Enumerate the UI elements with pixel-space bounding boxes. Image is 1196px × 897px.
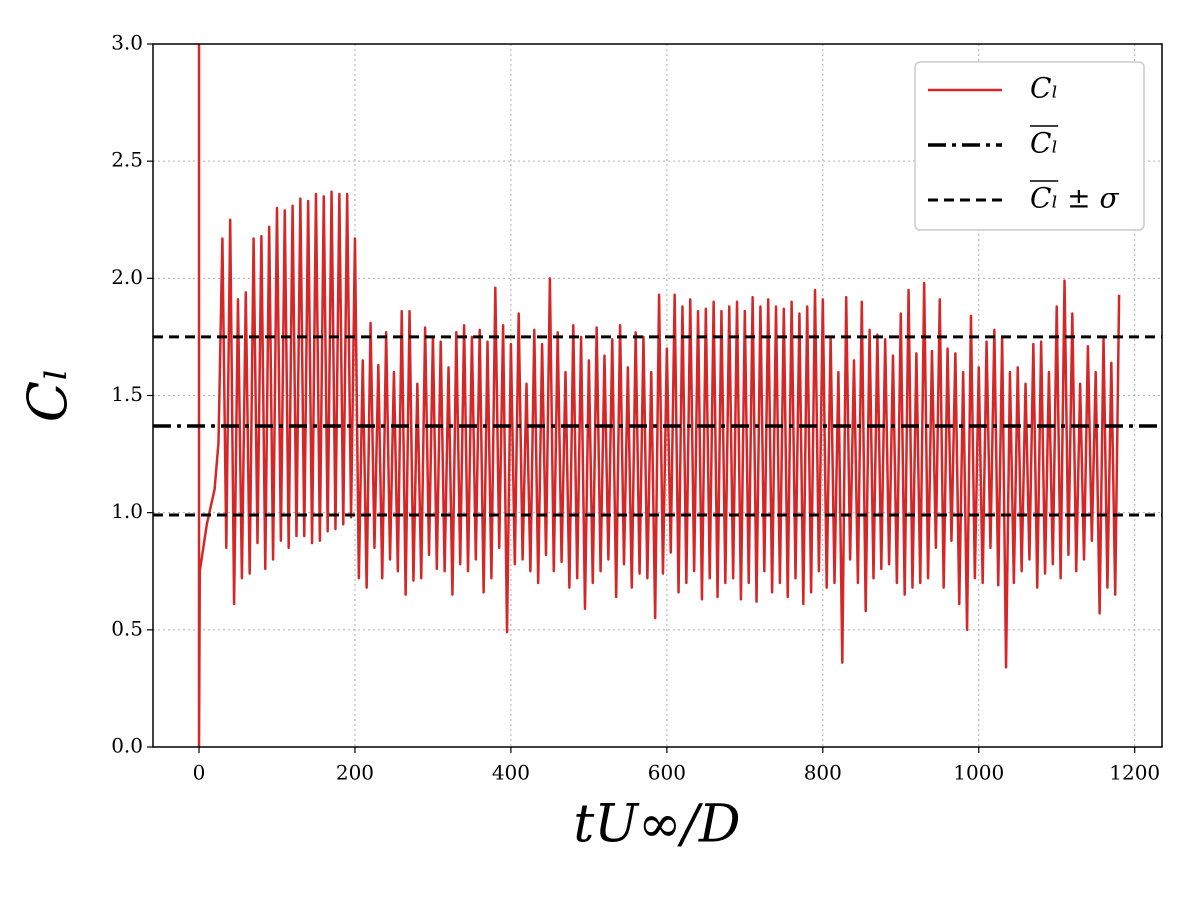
y-tick-label: 0.0 [111, 734, 143, 758]
y-tick-label: 2.5 [111, 148, 143, 172]
x-tick-label: 400 [492, 761, 530, 785]
legend-box [914, 61, 1145, 231]
x-tick-label: 1000 [953, 761, 1004, 785]
legend-label: Cₗ [1030, 127, 1058, 160]
ticks: 0 200 400 600 800 1000 1200 0.0 0.5 1.0 1.5 2.0 2.5 3… [111, 31, 1160, 785]
x-tick-label: 1200 [1109, 761, 1160, 785]
y-tick-label: 0.5 [111, 616, 143, 640]
y-tick-label: 3.0 [111, 31, 143, 55]
y-tick-label: 2.0 [111, 265, 143, 289]
x-tick-label: 200 [336, 761, 374, 785]
legend-label: Cₗ [1030, 72, 1058, 105]
x-tick-label: 800 [804, 761, 842, 785]
legend-label: Cₗ ± σ [1030, 182, 1119, 215]
plot-area [153, 44, 1162, 747]
y-tick-label: 1.5 [111, 382, 143, 406]
x-tick-label: 600 [648, 761, 686, 785]
data-line [197, 44, 1121, 747]
legend: Cₗ Cₗ Cₗ ± σ [914, 61, 1145, 231]
y-axis-label: Cₗ [16, 368, 79, 422]
y-tick-label: 1.0 [111, 499, 143, 523]
x-axis-label: tU∞/D [573, 795, 740, 855]
x-tick-label: 0 [193, 761, 206, 785]
